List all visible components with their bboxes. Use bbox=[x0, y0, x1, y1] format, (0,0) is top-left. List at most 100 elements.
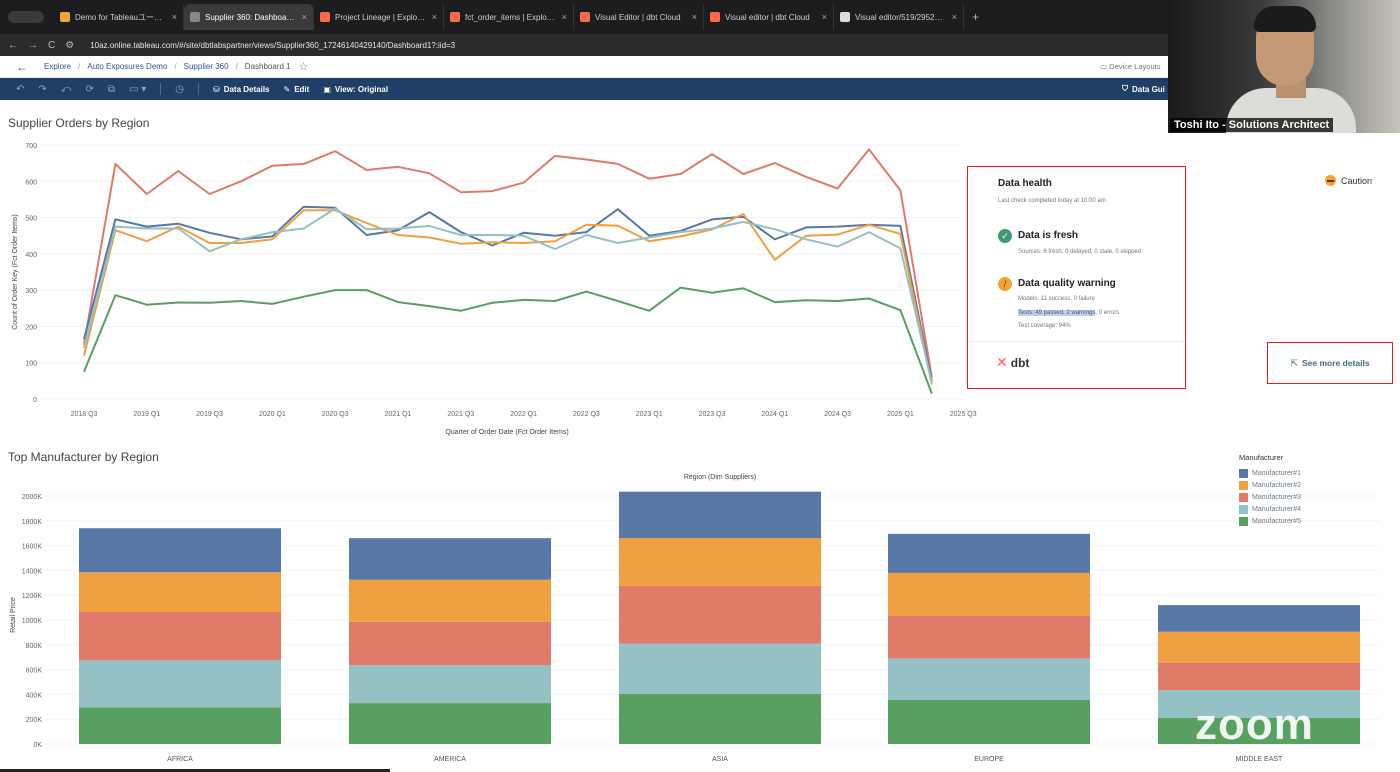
y-tick-label: 700 bbox=[25, 143, 37, 150]
url-field[interactable]: 10az.online.tableau.com/#/site/dbtlabspa… bbox=[90, 40, 456, 50]
series-line[interactable] bbox=[83, 148, 933, 378]
data-details-button[interactable]: ⛁ Data Details bbox=[213, 85, 270, 94]
supplier-orders-line-chart[interactable]: 0 100 200 300 400 500 600 700 2018 Q3 2019 Q1 2019… bbox=[0, 132, 985, 442]
bar-segment[interactable] bbox=[619, 585, 821, 644]
bar-segment[interactable] bbox=[1158, 631, 1360, 663]
tab-close-icon[interactable]: × bbox=[821, 12, 827, 22]
browser-tab[interactable]: fct_order_items | Explorer | dbt × bbox=[444, 4, 574, 30]
y-tick-label: 1400K bbox=[22, 568, 43, 575]
bar-segment[interactable] bbox=[888, 533, 1090, 573]
bar-segment[interactable] bbox=[888, 658, 1090, 700]
browser-tab[interactable]: Supplier 360: Dashboard 1 - × bbox=[184, 4, 314, 30]
redo-icon[interactable]: ↷ bbox=[38, 83, 47, 95]
bar-chart-title: Top Manufacturer by Region bbox=[8, 450, 159, 464]
back-arrow-icon[interactable]: ← bbox=[8, 39, 18, 51]
see-more-label: See more details bbox=[1301, 358, 1370, 368]
bar-segment[interactable] bbox=[1158, 605, 1360, 632]
y-tick-label: 500 bbox=[25, 216, 37, 223]
tab-close-icon[interactable]: × bbox=[171, 12, 177, 22]
view-icon: ▣ bbox=[323, 84, 331, 94]
bar-segment[interactable] bbox=[619, 538, 821, 586]
bar-segment[interactable] bbox=[1158, 717, 1360, 744]
tab-close-icon[interactable]: × bbox=[431, 12, 437, 22]
undo-icon[interactable]: ↶ bbox=[16, 83, 25, 95]
dbt-logo-text: dbt bbox=[1010, 355, 1030, 370]
browser-tab[interactable]: Visual Editor | dbt Cloud × bbox=[574, 4, 704, 30]
browser-tab[interactable]: Visual editor/519/295214 by × bbox=[834, 4, 964, 30]
quality-title: Data quality warning bbox=[1018, 278, 1116, 289]
view-options-icon[interactable]: ▭ ▾ bbox=[129, 83, 147, 95]
browser-tab[interactable]: Visual editor | dbt Cloud × bbox=[704, 4, 834, 30]
back-arrow-icon[interactable]: ← bbox=[16, 59, 28, 74]
bar-segment[interactable] bbox=[619, 693, 821, 744]
tab-close-icon[interactable]: × bbox=[301, 12, 307, 22]
bar-segment[interactable] bbox=[349, 703, 551, 744]
legend-item[interactable]: Manufacturer#5 bbox=[1239, 515, 1301, 527]
x-tick-label: 2024 Q3 bbox=[824, 411, 851, 418]
dbt-mark-icon: ✕ bbox=[996, 354, 1008, 370]
tab-title: Visual editor | dbt Cloud bbox=[725, 12, 810, 22]
device-layouts-button[interactable]: ▭ Device Layouts bbox=[1100, 62, 1161, 71]
series-line[interactable] bbox=[83, 286, 933, 394]
legend-label: Manufacturer#5 bbox=[1252, 517, 1302, 525]
data-guide-button[interactable]: ⛉ Data Gui bbox=[1122, 84, 1165, 94]
series-line[interactable] bbox=[83, 209, 933, 385]
device-layouts-label: Device Layouts bbox=[1109, 62, 1161, 71]
pause-icon[interactable]: ⧉ bbox=[107, 83, 116, 95]
tab-close-icon[interactable]: × bbox=[561, 12, 567, 22]
edit-button[interactable]: ✎ Edit bbox=[284, 85, 310, 94]
see-more-details-link[interactable]: ⇱ See more details bbox=[1267, 342, 1393, 384]
view-original-button[interactable]: ▣ View: Original bbox=[323, 85, 388, 94]
bar-segment[interactable] bbox=[79, 707, 281, 744]
bar-segment[interactable] bbox=[79, 528, 281, 573]
legend-swatch bbox=[1239, 516, 1248, 526]
bar-segment[interactable] bbox=[1158, 662, 1360, 691]
breadcrumb-project[interactable]: Auto Exposures Demo bbox=[87, 62, 168, 71]
bar-segment[interactable] bbox=[888, 572, 1090, 616]
bottom-strip bbox=[0, 769, 390, 772]
legend-item[interactable]: Manufacturer#1 bbox=[1239, 467, 1301, 479]
plot-area bbox=[40, 142, 970, 402]
last-check-text: Last check completed today at 10:00 am bbox=[998, 198, 1106, 204]
bar-segment[interactable] bbox=[349, 621, 551, 666]
x-tick-label: 2023 Q3 bbox=[699, 411, 726, 418]
window-controls[interactable] bbox=[8, 11, 44, 23]
browser-tab[interactable]: Demo for Tableauユーザーの × bbox=[54, 4, 184, 30]
reload-icon[interactable]: C bbox=[48, 39, 56, 51]
y-tick-label: 600 bbox=[25, 179, 37, 186]
bar-segment[interactable] bbox=[79, 611, 281, 661]
breadcrumb-separator: / bbox=[78, 62, 81, 71]
bar-segment[interactable] bbox=[1158, 690, 1360, 718]
bar-segment[interactable] bbox=[619, 643, 821, 694]
breadcrumb-explore[interactable]: Explore bbox=[44, 62, 72, 71]
bar-segment[interactable] bbox=[349, 665, 551, 704]
bar-segment[interactable] bbox=[79, 660, 281, 708]
legend-item[interactable]: Manufacturer#4 bbox=[1239, 503, 1301, 515]
clock-icon[interactable]: ◷ bbox=[175, 83, 184, 95]
refresh-icon[interactable]: ⟳ bbox=[85, 83, 94, 95]
data-details-label: Data Details bbox=[223, 84, 270, 94]
dbt-logo: ✕ dbt bbox=[996, 354, 1029, 371]
breadcrumb-workbook[interactable]: Supplier 360 bbox=[183, 62, 229, 71]
legend-item[interactable]: Manufacturer#2 bbox=[1239, 479, 1301, 491]
bar-segment[interactable] bbox=[349, 579, 551, 622]
tab-close-icon[interactable]: × bbox=[691, 12, 697, 22]
forward-arrow-icon[interactable]: → bbox=[28, 39, 38, 51]
legend-item[interactable]: Manufacturer#3 bbox=[1239, 491, 1301, 503]
bar-segment[interactable] bbox=[888, 615, 1090, 659]
tab-favicon-icon bbox=[840, 12, 850, 22]
bar-segment[interactable] bbox=[619, 491, 821, 539]
series-line[interactable] bbox=[83, 207, 933, 383]
bar-segment[interactable] bbox=[349, 538, 551, 580]
site-settings-icon[interactable]: ⚙ bbox=[65, 39, 75, 51]
bar-segment[interactable] bbox=[79, 572, 281, 612]
bar-segment[interactable] bbox=[888, 699, 1090, 744]
browser-tab[interactable]: Project Lineage | Explorer | dbt × bbox=[314, 4, 444, 30]
top-manufacturer-bar-chart[interactable]: Region (Dim Suppliers) Retail Price 0K 200K… bbox=[0, 465, 1390, 769]
revert-icon[interactable]: ⤺ bbox=[60, 83, 72, 95]
tab-close-icon[interactable]: × bbox=[951, 12, 957, 22]
new-tab-button[interactable]: + bbox=[972, 10, 980, 24]
tab-title: Visual Editor | dbt Cloud bbox=[595, 12, 681, 22]
favorite-star-icon[interactable]: ☆ bbox=[298, 61, 309, 73]
y-axis-label: Retail Price bbox=[10, 597, 17, 633]
